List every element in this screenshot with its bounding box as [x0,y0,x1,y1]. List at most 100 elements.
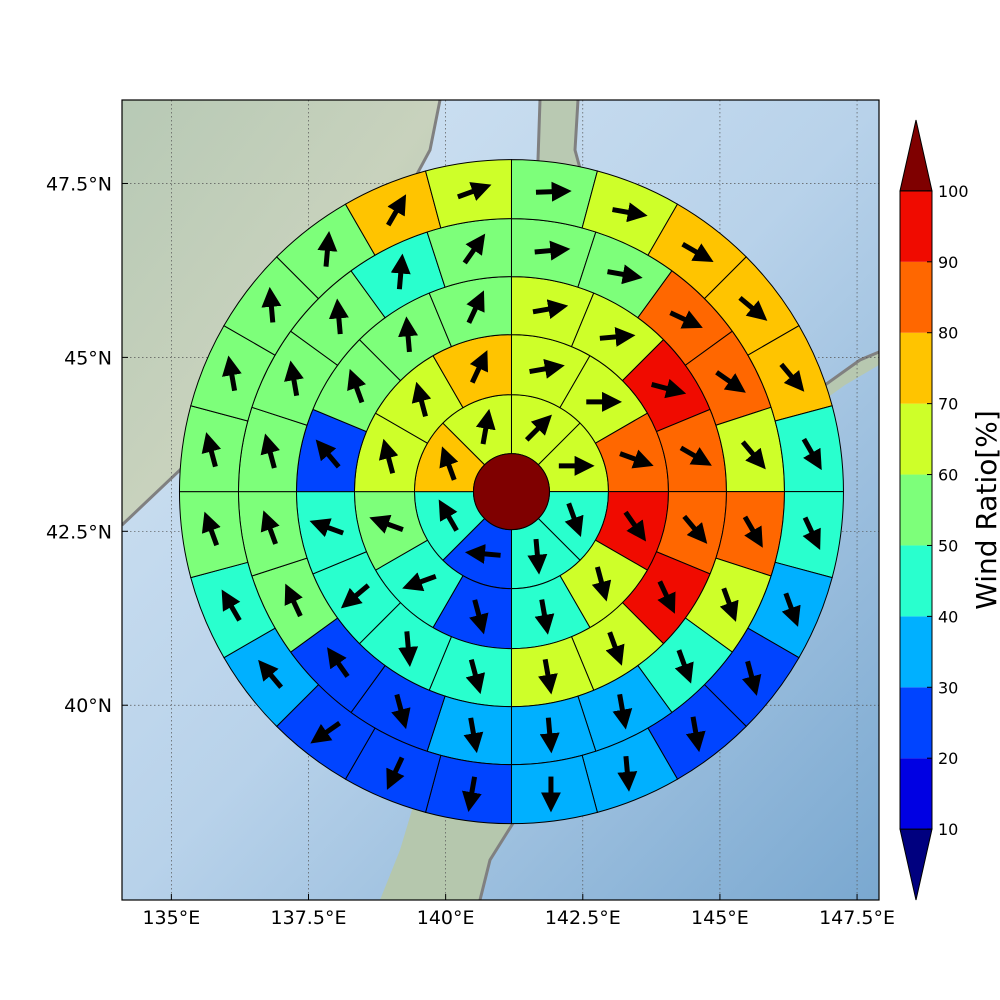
wind-arrow [369,514,404,534]
colorbar-tick-label: 10 [938,820,958,839]
colorbar-tick-label: 60 [938,466,958,485]
y-tick-label: 45°N [64,347,112,369]
x-axis-ticks: 135°E 137.5°E 140°E 142.5°E 145°E 147.5°E [142,894,895,929]
wind-arrow [527,538,548,575]
colorbar-band [900,190,932,262]
wind-arrow [738,295,768,321]
wind-arrow [534,240,571,261]
wind-arrow [535,181,572,202]
center-cell [472,453,550,531]
wind-arrow [719,587,739,622]
wind-arrow [679,445,712,466]
wind-arrow [742,515,763,548]
wind-arrow [599,326,636,347]
colorbar-tick-label: 80 [938,324,958,343]
colorbar-tick-label: 70 [938,395,958,414]
wind-arrow [221,589,242,622]
colorbar-tick-label: 90 [938,253,958,272]
colorbar-tick-label: 50 [938,536,958,555]
wind-arrow [310,720,342,744]
colorbar-title: Wind Ratio[%] [970,410,1000,610]
colorbar-band [900,687,932,759]
colorbar-band [900,616,932,688]
wind-arrow [674,649,694,684]
wind-arrow [438,499,459,532]
wind-arrow [685,716,706,753]
wind-arrow [465,658,486,695]
x-tick-label: 137.5°E [271,907,347,929]
wind-arrow [469,599,489,635]
colorbar-tick-label: 30 [938,678,958,697]
wind-arrow [402,572,437,592]
wind-arrow [607,264,643,285]
wind-arrow [539,717,560,754]
x-tick-label: 147.5°E [819,907,895,929]
wind-arrow [469,350,488,384]
wind-arrow [475,408,496,445]
wind-arrow [462,233,486,265]
wind-arrow [612,693,633,730]
x-tick-label: 140°E [417,907,475,929]
wind-arrow [802,516,821,550]
x-tick-label: 142.5°E [545,907,621,929]
colorbar-tick-label: 20 [938,749,958,768]
wind-arrow [740,440,766,470]
y-axis-ticks: 40°N 42.5°N 45°N 47.5°N [46,173,128,717]
wind-arrow [617,755,638,792]
wind-arrow [386,756,405,790]
wind-arrow [779,362,805,392]
wind-arrow [390,253,411,290]
colorbar-tick-label: 100 [938,182,969,201]
wind-arrow [284,583,303,618]
colorbar-band [900,474,932,546]
wind-arrow [261,286,282,323]
wind-arrow [650,378,687,399]
wind-arrow [612,202,648,223]
wind-arrow [309,518,344,538]
wind-arrow [201,511,221,547]
wind-arrow [801,437,822,471]
wind-arrow [681,241,714,263]
wind-arrow [538,658,558,695]
wind-arrow [258,659,284,689]
x-tick-label: 145°E [691,907,749,929]
wind-arrow [529,359,565,379]
wind-arrow [222,355,242,392]
wind-arrow [619,449,654,469]
colorbar-band [900,403,932,475]
wind-arrow [411,381,432,417]
colorbar-band [900,332,932,404]
wind-arrow [781,592,801,627]
wind-arrow [464,543,501,564]
wind-arrow [340,583,370,609]
y-tick-label: 42.5°N [46,521,112,543]
wind-arrow [623,510,647,542]
wind-arrow [378,438,399,474]
colorbar-extend-high [899,119,933,192]
wind-arrow [564,502,584,537]
y-tick-label: 47.5°N [46,173,112,195]
wind-arrows [201,181,822,813]
wind-arrow [591,566,612,602]
wind-arrow [657,580,676,614]
colorbar: 10 20 30 40 50 60 70 80 90 100 [899,119,969,901]
wind-arrow [327,647,350,678]
colorbar-extend-low [899,828,933,901]
wind-arrow [463,717,484,754]
wind-arrow [391,693,411,730]
wind-arrow [201,432,222,468]
wind-arrow [398,631,419,667]
colorbar-band [900,545,932,617]
wind-arrow [466,290,485,324]
wind-arrow [347,368,366,404]
wind-arrow [462,776,482,812]
wind-arrow [317,230,338,267]
wind-arrow [534,599,555,635]
sector-cell [510,754,599,825]
map-frame [121,99,880,901]
wind-arrow [386,194,407,227]
colorbar-tick-label: 40 [938,607,958,626]
wind-arrow [439,446,459,481]
wind-arrow [328,298,349,335]
